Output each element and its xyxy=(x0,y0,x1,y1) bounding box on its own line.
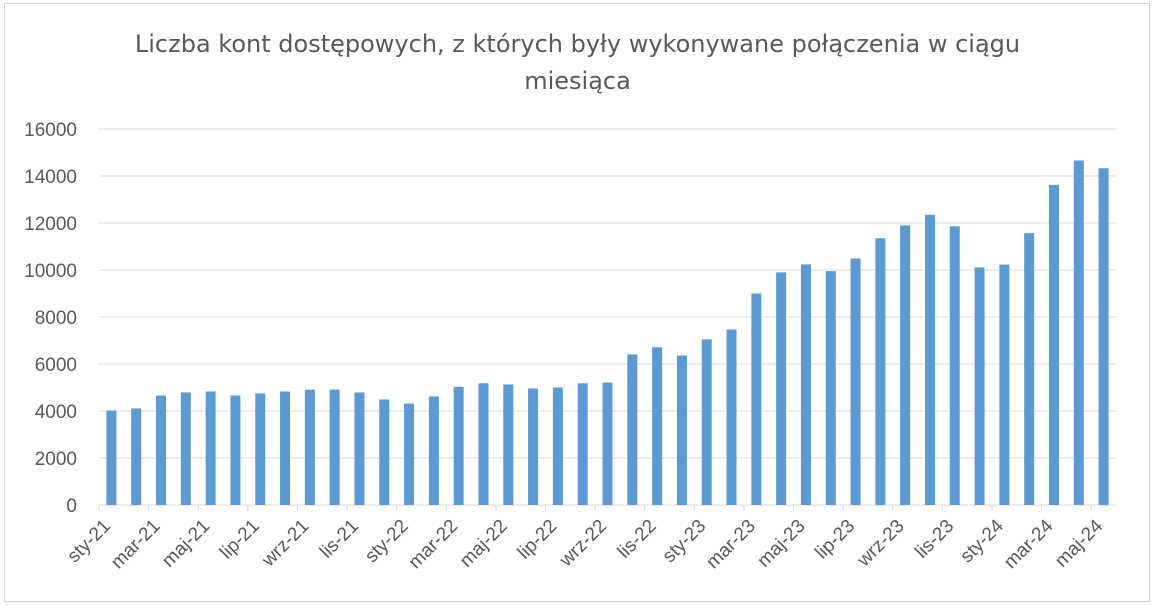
x-tick-label: mar-23 xyxy=(702,516,759,573)
bar xyxy=(751,293,762,505)
bar xyxy=(602,382,613,505)
bar xyxy=(156,395,167,505)
x-tick-label: wrz-22 xyxy=(555,516,611,572)
bar xyxy=(255,393,266,505)
bar xyxy=(627,354,638,505)
bar xyxy=(180,392,191,505)
bar xyxy=(1048,184,1059,505)
y-tick-label: 8000 xyxy=(35,308,77,329)
bar xyxy=(280,391,291,505)
bar xyxy=(478,383,489,505)
y-tick-label: 0 xyxy=(66,496,77,517)
bar xyxy=(850,258,861,505)
bar xyxy=(676,355,687,505)
x-tick-label: mar-21 xyxy=(107,516,164,573)
bar xyxy=(701,339,712,505)
chart-title: Liczba kont dostępowych, z których były … xyxy=(0,26,1155,100)
bar xyxy=(577,383,588,505)
bar xyxy=(528,388,539,505)
x-tick-label: lis-22 xyxy=(614,516,661,563)
bar xyxy=(106,410,117,505)
x-tick-label: mar-24 xyxy=(1000,515,1058,573)
bar xyxy=(379,399,390,505)
y-tick-label: 10000 xyxy=(24,261,77,282)
bar xyxy=(949,226,960,506)
x-tick-label: mar-22 xyxy=(405,516,462,573)
y-tick-label: 14000 xyxy=(24,167,77,188)
x-tick-label: lip-22 xyxy=(514,516,562,564)
bar xyxy=(304,389,315,505)
bar xyxy=(354,392,365,505)
x-tick-label: lip-23 xyxy=(811,516,859,564)
bar xyxy=(999,264,1010,505)
bar xyxy=(900,225,911,505)
bar xyxy=(825,271,836,505)
bar xyxy=(205,391,216,505)
y-tick-label: 12000 xyxy=(24,214,77,235)
bar xyxy=(131,408,142,505)
bar xyxy=(924,214,935,505)
y-tick-label: 4000 xyxy=(35,402,77,423)
bar xyxy=(230,395,241,505)
x-tick-label: lis-23 xyxy=(911,516,958,563)
y-tick-label: 6000 xyxy=(35,355,77,376)
chart-title-line-1: Liczba kont dostępowych, z których były … xyxy=(134,30,1021,58)
x-tick-label: maj-21 xyxy=(158,516,214,572)
bar xyxy=(974,267,985,505)
x-tick-label: maj-22 xyxy=(456,516,512,572)
bar xyxy=(800,264,811,505)
bar xyxy=(404,403,415,505)
x-tick-label: maj-23 xyxy=(754,516,810,572)
x-tick-label: lip-21 xyxy=(216,516,264,564)
y-tick-label: 16000 xyxy=(24,120,77,141)
bar xyxy=(453,386,464,505)
bar xyxy=(776,272,787,505)
bar xyxy=(726,329,737,505)
x-tick-label: wrz-21 xyxy=(258,516,314,572)
bar xyxy=(428,396,439,505)
x-tick-label: maj-24 xyxy=(1051,515,1107,571)
bar xyxy=(1098,168,1109,505)
x-tick-label: lis-21 xyxy=(316,516,363,563)
bar xyxy=(875,238,886,505)
bar xyxy=(329,389,340,505)
bar xyxy=(652,347,663,505)
bar xyxy=(552,387,563,505)
bar xyxy=(503,384,514,505)
bar xyxy=(1024,233,1035,506)
bar xyxy=(1073,160,1084,506)
chart-title-line-2: miesiąca xyxy=(524,67,631,95)
y-tick-label: 2000 xyxy=(35,449,77,470)
x-tick-label: wrz-23 xyxy=(853,516,909,572)
